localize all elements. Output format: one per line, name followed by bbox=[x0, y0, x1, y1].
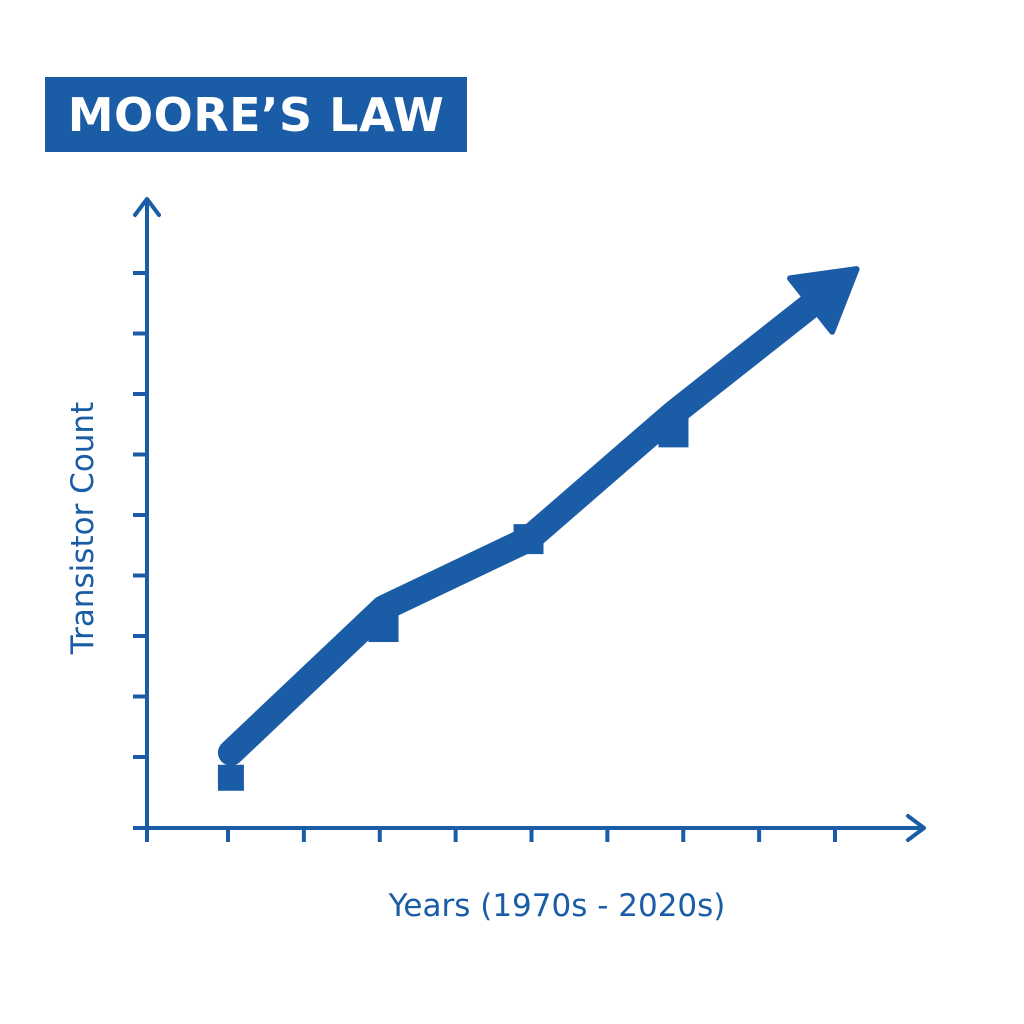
chart-title-banner: MOORE’S LAW bbox=[45, 77, 467, 152]
x-axis-arrowhead bbox=[906, 814, 926, 842]
series-arrowhead bbox=[786, 266, 860, 335]
data-point-marker bbox=[513, 524, 544, 555]
data-point-marker bbox=[217, 764, 244, 791]
data-point-marker bbox=[658, 417, 689, 448]
y-axis-label: Transistor Count bbox=[65, 402, 101, 655]
series-markers bbox=[217, 417, 689, 791]
axes bbox=[133, 197, 926, 842]
series-lines bbox=[217, 266, 860, 766]
chart-title: MOORE’S LAW bbox=[67, 87, 445, 142]
data-point-marker bbox=[368, 612, 399, 643]
axis-ticks bbox=[133, 271, 837, 842]
y-axis-arrowhead bbox=[133, 197, 161, 217]
x-axis-label: Years (1970s - 2020s) bbox=[388, 888, 726, 924]
